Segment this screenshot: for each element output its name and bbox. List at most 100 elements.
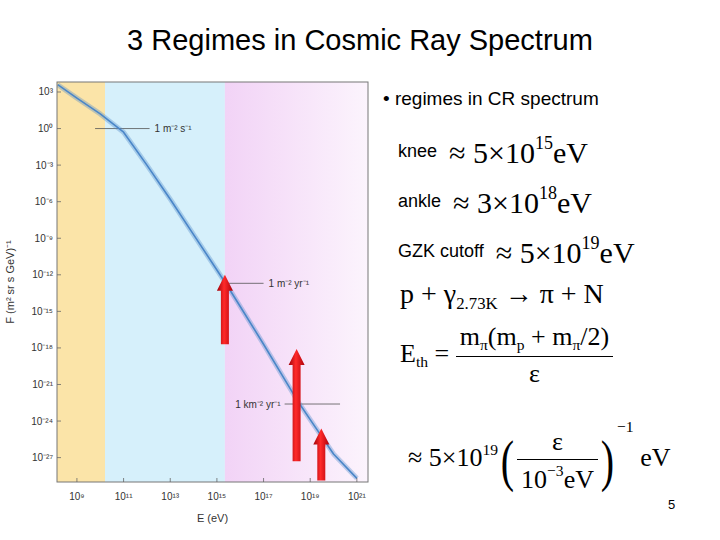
fraction: ε10−3eV	[517, 427, 598, 495]
x-tick-label: 10¹³	[161, 491, 179, 502]
x-tick	[123, 478, 124, 482]
denominator: ε	[456, 356, 613, 389]
math-text: eV	[557, 186, 592, 219]
reference-label: 1 km⁻² yr⁻¹	[235, 399, 281, 410]
x-tick-label: 10¹⁷	[255, 491, 273, 502]
math-text: (	[488, 322, 497, 351]
slide-title: 3 Regimes in Cosmic Ray Spectrum	[0, 24, 720, 57]
paren-open: (	[501, 432, 514, 489]
x-tick-label: 10¹¹	[115, 491, 133, 502]
y-axis-label: F (m² sr s GeV)⁻¹	[4, 240, 16, 324]
plot-area	[57, 82, 368, 482]
x-tick	[310, 478, 311, 482]
regime-value: ≈ 3×1018eV	[453, 183, 592, 220]
y-tick	[57, 384, 61, 385]
regime-arrow	[217, 275, 233, 345]
y-tick-label: 10⁻³	[36, 160, 54, 171]
y-tick	[57, 238, 61, 239]
reference-label: 1 m⁻² yr⁻¹	[269, 278, 310, 289]
x-tick-label: 10²¹	[348, 491, 366, 502]
math-text: ε	[529, 359, 540, 388]
x-tick	[76, 478, 77, 482]
superscript: 18	[539, 183, 557, 203]
math-text: p +	[400, 278, 444, 309]
fraction: mπ(mp + mπ/2)ε	[456, 322, 613, 389]
estimate: ≈ 5×1019(ε10−3eV)−1 eV	[408, 418, 670, 494]
math-base: E	[400, 339, 416, 368]
math-text: eV	[634, 443, 671, 472]
math-text: ≈ 5×10	[408, 443, 482, 472]
energy-region	[225, 82, 368, 482]
y-tick	[57, 311, 61, 312]
y-tick-label: 10⁰	[38, 123, 53, 134]
x-tick-label: 10¹⁵	[208, 491, 227, 502]
threshold: Eth = mπ(mp + mπ/2)ε	[400, 322, 613, 389]
superscript: −3	[547, 462, 564, 479]
y-tick	[57, 274, 61, 275]
x-tick	[170, 478, 171, 482]
plot-frame	[57, 82, 368, 482]
x-tick	[356, 478, 357, 482]
x-tick	[263, 478, 264, 482]
y-tick-label: 10⁻²⁴	[31, 416, 53, 427]
bullet: • regimes in CR spectrum	[383, 88, 599, 110]
y-tick-label: 10⁻¹²	[32, 269, 53, 280]
regime-row: knee ≈ 5×1015eV	[398, 133, 588, 170]
reference-line	[228, 283, 264, 284]
reaction: p + γ2.73K → π + N	[400, 278, 604, 314]
math-text: ε	[552, 427, 563, 456]
regime-arrow	[313, 428, 329, 480]
y-tick-label: 10⁻¹⁸	[31, 342, 53, 353]
math-text: =	[428, 339, 456, 368]
reference-label: 1 m⁻² s⁻¹	[155, 123, 193, 134]
regime-label: knee	[398, 141, 437, 162]
denominator: 10−3eV	[517, 459, 598, 495]
math-text: → π + N	[498, 278, 604, 309]
superscript: 15	[535, 133, 553, 153]
y-tick-label: 10³	[39, 86, 54, 97]
math-text: eV	[553, 136, 588, 169]
y-tick-label: 10⁻¹⁵	[31, 306, 53, 317]
x-tick-label: 10⁹	[69, 491, 84, 502]
regime-row: GZK cutoff≈ 5×1019eV	[398, 233, 635, 270]
regime-label: GZK cutoff	[398, 241, 484, 262]
y-tick-label: 10⁻⁹	[35, 233, 53, 244]
energy-region	[57, 82, 105, 482]
y-tick-label: 10⁻²⁷	[32, 452, 53, 463]
flux-line	[58, 85, 357, 479]
x-tick	[216, 478, 217, 482]
y-tick	[57, 91, 61, 92]
math-text: 10	[521, 464, 547, 493]
y-tick-label: 10⁻²¹	[32, 379, 53, 390]
x-tick-label: 10¹⁹	[301, 491, 320, 502]
subscript: π	[480, 336, 488, 353]
y-tick	[57, 457, 61, 458]
math-text: eV	[600, 236, 635, 269]
math-base: m	[496, 322, 516, 351]
math-text: ≈ 5×10	[449, 136, 535, 169]
math-text: ≈ 3×10	[453, 186, 539, 219]
subscript: π	[572, 336, 580, 353]
y-tick	[57, 165, 61, 166]
subscript: p	[517, 336, 525, 353]
y-tick	[57, 201, 61, 202]
math-base: m	[552, 322, 572, 351]
regime-label: ankle	[398, 191, 441, 212]
x-axis-label: E (eV)	[197, 512, 228, 524]
numerator: ε	[517, 427, 598, 459]
math-base: m	[460, 322, 480, 351]
math-text: eV	[564, 464, 594, 493]
superscript: −1	[617, 418, 634, 435]
energy-region	[105, 82, 225, 482]
superscript: 19	[582, 233, 600, 253]
math-text: +	[525, 322, 553, 351]
y-tick-label: 10⁻⁶	[35, 196, 53, 207]
regime-row: ankle ≈ 3×1018eV	[398, 183, 592, 220]
flux-band	[58, 85, 357, 479]
page-number: 5	[668, 497, 675, 512]
y-tick	[57, 347, 61, 348]
paren-close: )	[601, 432, 614, 489]
regime-value: ≈ 5×1015eV	[449, 133, 588, 170]
regime-arrow	[289, 349, 305, 461]
math-base: γ	[444, 278, 456, 309]
